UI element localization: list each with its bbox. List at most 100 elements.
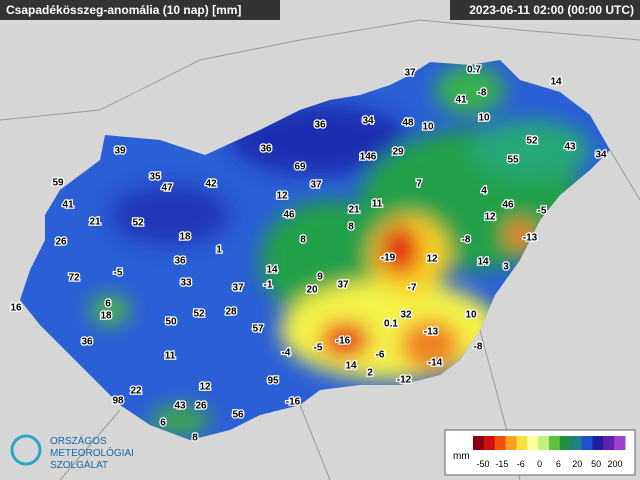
color-swatch xyxy=(516,436,528,450)
station-value: 43 xyxy=(174,401,186,412)
station-value: 0.1 xyxy=(384,319,398,330)
color-swatch xyxy=(538,436,550,450)
station-value: -8 xyxy=(474,342,483,353)
timestamp: 2023-06-11 02:00 (00:00 UTC) xyxy=(469,3,634,17)
station-value: 0.7 xyxy=(467,65,481,76)
station-value: -14 xyxy=(428,358,443,369)
station-value: 11 xyxy=(165,351,176,362)
color-swatch xyxy=(494,436,507,450)
station-value: -5 xyxy=(114,268,123,279)
station-value: 34 xyxy=(362,116,374,127)
logo-text: ORSZÁGOS xyxy=(50,434,107,447)
station-value: 10 xyxy=(478,113,490,124)
title-box xyxy=(0,0,280,20)
color-swatch xyxy=(603,436,615,450)
station-value: 14 xyxy=(477,257,489,268)
station-value: 26 xyxy=(195,401,207,412)
station-value: 50 xyxy=(165,317,177,328)
station-value: 33 xyxy=(180,278,192,289)
station-value: 47 xyxy=(161,183,173,194)
timestamp-box xyxy=(450,0,640,20)
logo-icon xyxy=(10,434,42,466)
station-value: 18 xyxy=(100,311,112,322)
station-value: -19 xyxy=(381,253,396,264)
logo: ORSZÁGOS METEOROLÓGIAI SZOLGÁLAT xyxy=(10,434,134,471)
color-swatch xyxy=(614,436,626,450)
station-value: 10 xyxy=(465,310,477,321)
legend-unit: mm xyxy=(453,451,470,462)
station-value: 4 xyxy=(481,186,487,197)
station-value: -6 xyxy=(376,350,385,361)
station-value: 14 xyxy=(345,361,357,372)
station-value: 35 xyxy=(149,172,161,183)
station-value: 18 xyxy=(179,232,191,243)
station-value: 36 xyxy=(260,144,272,155)
station-value: -16 xyxy=(336,336,351,347)
station-value: 21 xyxy=(89,217,101,228)
station-value: 14 xyxy=(550,77,562,88)
station-value: 10 xyxy=(422,122,434,133)
station-value: 12 xyxy=(426,254,438,265)
borders xyxy=(0,19,640,480)
color-swatch xyxy=(483,436,496,450)
legend-tick-label: 50 xyxy=(591,459,601,469)
color-swatch xyxy=(473,436,485,450)
station-value: 37 xyxy=(337,280,349,291)
station-value: 95 xyxy=(267,376,279,387)
station-value: 36 xyxy=(174,256,186,267)
station-value: 46 xyxy=(502,200,514,211)
station-value: 39 xyxy=(114,146,126,157)
station-value: 28 xyxy=(225,307,237,318)
station-value: 8 xyxy=(348,222,354,233)
station-value: -5 xyxy=(538,206,547,217)
station-value: 36 xyxy=(81,337,93,348)
station-value: 98 xyxy=(112,396,124,407)
station-value: 6 xyxy=(105,299,111,310)
station-value: 12 xyxy=(276,191,288,202)
legend-tick-label: -15 xyxy=(495,459,508,469)
color-swatch xyxy=(581,436,593,450)
station-value: 21 xyxy=(348,205,360,216)
station-value: -1 xyxy=(264,280,273,291)
color-swatch xyxy=(527,436,539,450)
station-value: 146 xyxy=(360,152,377,163)
color-swatch xyxy=(570,436,583,450)
station-value: 8 xyxy=(192,433,198,444)
legend-tick-label: 0 xyxy=(537,459,542,469)
station-value: 29 xyxy=(392,147,404,158)
color-swatch xyxy=(559,436,572,450)
station-value: 6 xyxy=(160,418,166,429)
color-swatch xyxy=(549,436,561,450)
station-value: 52 xyxy=(526,136,538,147)
station-value: -5 xyxy=(314,343,323,354)
station-value: 34 xyxy=(595,150,607,161)
station-value: 56 xyxy=(232,410,244,421)
station-value: 43 xyxy=(564,142,576,153)
color-swatch xyxy=(505,436,517,450)
station-value: -13 xyxy=(424,327,439,338)
station-value: 37 xyxy=(310,180,322,191)
station-value: 57 xyxy=(252,324,264,335)
station-value: 41 xyxy=(62,200,74,211)
color-swatch xyxy=(592,436,604,450)
station-value: 14 xyxy=(266,265,278,276)
station-value: 59 xyxy=(52,178,64,189)
legend-tick-label: -6 xyxy=(517,459,525,469)
station-value: -4 xyxy=(282,348,291,359)
station-value: -7 xyxy=(408,283,417,294)
station-value: 22 xyxy=(130,386,142,397)
station-value: 52 xyxy=(132,218,144,229)
station-value: 12 xyxy=(199,382,211,393)
station-value: 11 xyxy=(372,199,383,210)
station-value: -16 xyxy=(286,397,301,408)
station-value: 42 xyxy=(205,179,217,190)
legend-tick-label: -50 xyxy=(476,459,489,469)
station-value: 9 xyxy=(317,272,323,283)
station-value: 55 xyxy=(507,155,519,166)
station-value: -13 xyxy=(523,233,538,244)
logo-text: SZOLGÁLAT xyxy=(50,458,108,471)
station-value: 52 xyxy=(193,309,205,320)
station-value: 37 xyxy=(232,283,244,294)
